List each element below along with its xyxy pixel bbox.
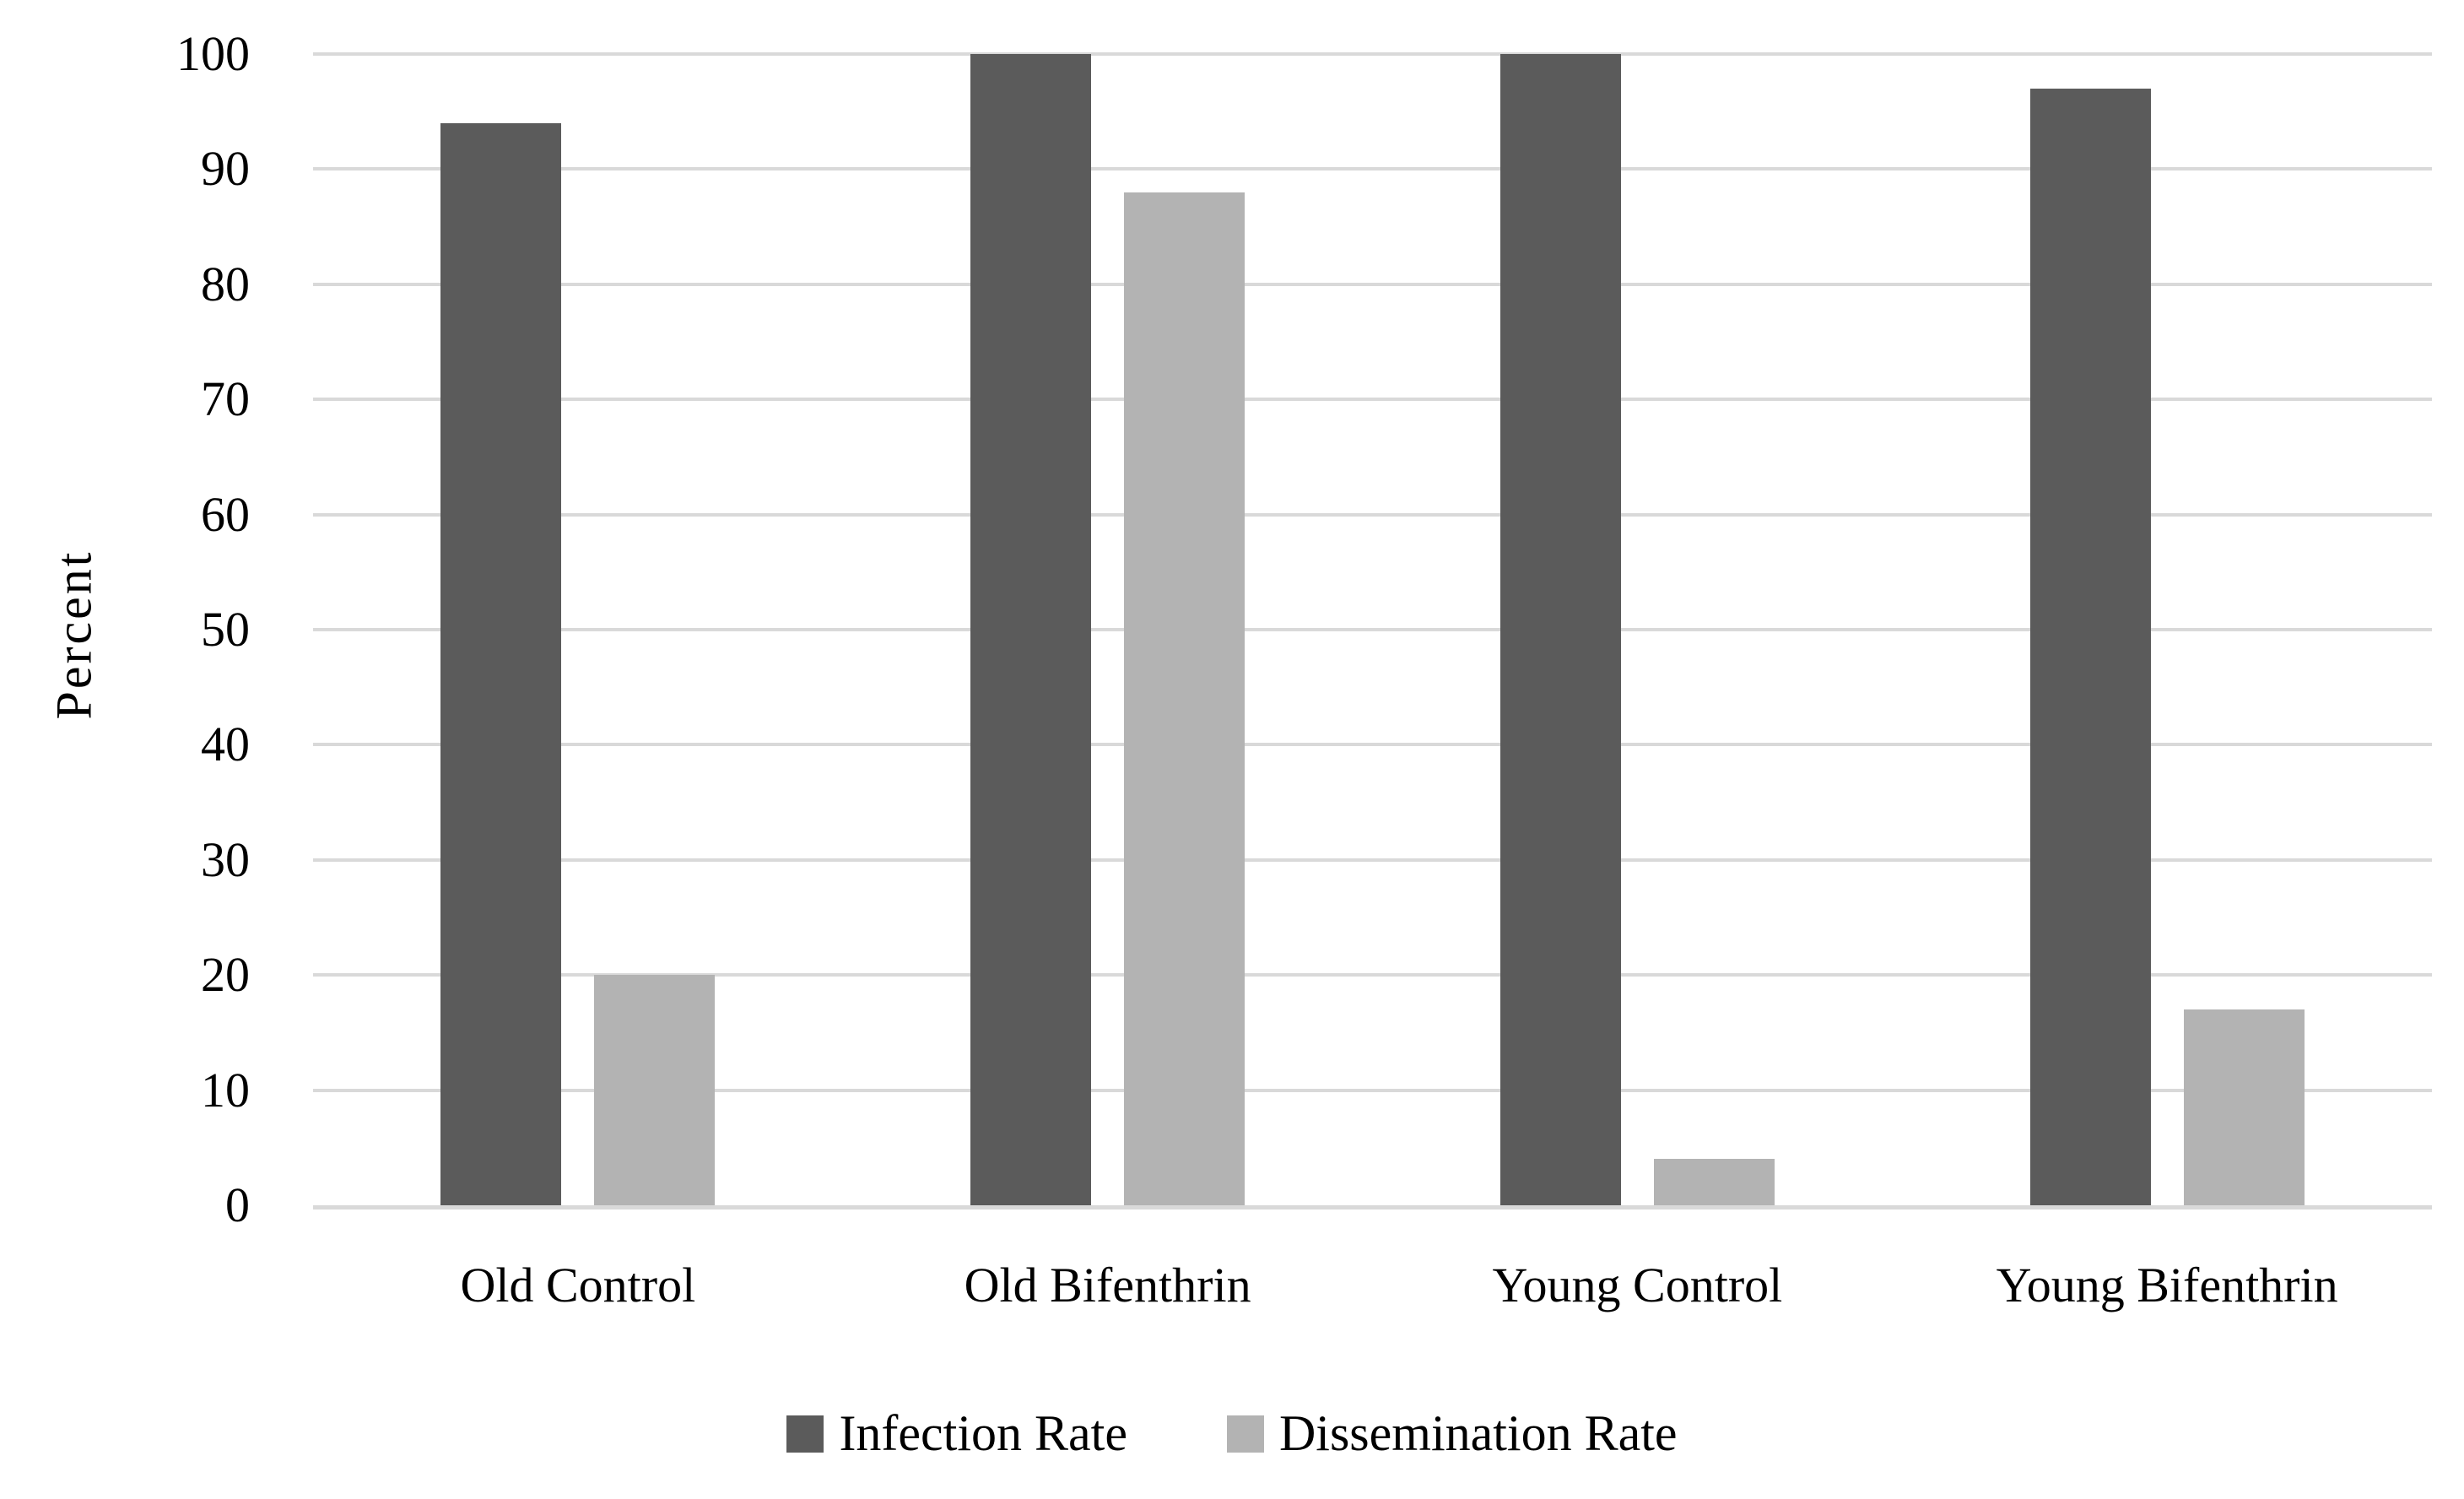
y-axis-title: Percent	[46, 549, 102, 720]
bar-group-young-control	[1373, 54, 1903, 1205]
plot-area	[313, 52, 2432, 1209]
gridline-40	[313, 743, 2432, 747]
y-tick-label-60: 60	[201, 486, 250, 542]
bar-infection-rate-old-bifenthrin	[970, 54, 1092, 1205]
y-tick-label-30: 30	[201, 831, 250, 887]
y-tick-label-70: 70	[201, 371, 250, 427]
bar-groups	[313, 54, 2432, 1205]
bar-dissemination-rate-old-control	[594, 975, 716, 1205]
bar-dissemination-rate-old-bifenthrin	[1124, 192, 1246, 1205]
gridline-50	[313, 628, 2432, 631]
legend: Infection Rate Dissemination Rate	[0, 1404, 2464, 1463]
legend-swatch-infection-rate	[786, 1415, 824, 1453]
x-label-old-bifenthrin: Old Bifenthrin	[964, 1258, 1251, 1312]
bar-infection-rate-young-control	[1499, 54, 1621, 1205]
gridline-80	[313, 282, 2432, 286]
gridline-20	[313, 973, 2432, 977]
bar-group-old-bifenthrin	[843, 54, 1373, 1205]
y-tick-label-0: 0	[225, 1177, 250, 1232]
gridline-100	[313, 52, 2432, 56]
bar-group-old-control	[313, 54, 843, 1205]
y-tick-label-90: 90	[201, 141, 250, 197]
legend-label-dissemination-rate: Dissemination Rate	[1278, 1405, 1678, 1461]
legend-item-infection-rate: Infection Rate	[786, 1404, 1127, 1463]
y-tick-label-40: 40	[201, 717, 250, 772]
legend-item-dissemination-rate: Dissemination Rate	[1226, 1404, 1678, 1463]
bar-dissemination-rate-young-control	[1653, 1159, 1775, 1205]
bar-group-young-bifenthrin	[1902, 54, 2432, 1205]
bar-infection-rate-young-bifenthrin	[2029, 88, 2151, 1205]
x-label-young-bifenthrin: Young Bifenthrin	[1996, 1258, 2338, 1312]
y-tick-label-80: 80	[201, 256, 250, 311]
bar-dissemination-rate-young-bifenthrin	[2183, 1009, 2305, 1205]
gridline-70	[313, 398, 2432, 402]
legend-swatch-dissemination-rate	[1226, 1415, 1264, 1453]
gridline-10	[313, 1088, 2432, 1092]
y-tick-label-50: 50	[201, 602, 250, 657]
x-label-old-control: Old Control	[460, 1258, 696, 1312]
x-axis-labels: Old Control Old Bifenthrin Young Control Yo…	[313, 1257, 2432, 1313]
gridline-60	[313, 512, 2432, 517]
legend-label-infection-rate: Infection Rate	[839, 1405, 1127, 1461]
gridline-90	[313, 167, 2432, 171]
y-tick-label-100: 100	[176, 26, 250, 81]
gridline-30	[313, 858, 2432, 862]
x-axis-line	[313, 1205, 2432, 1209]
y-tick-label-20: 20	[201, 947, 250, 1003]
bar-infection-rate-old-control	[440, 122, 562, 1205]
x-label-young-control: Young Control	[1492, 1258, 1783, 1312]
y-tick-label-10: 10	[201, 1062, 250, 1117]
